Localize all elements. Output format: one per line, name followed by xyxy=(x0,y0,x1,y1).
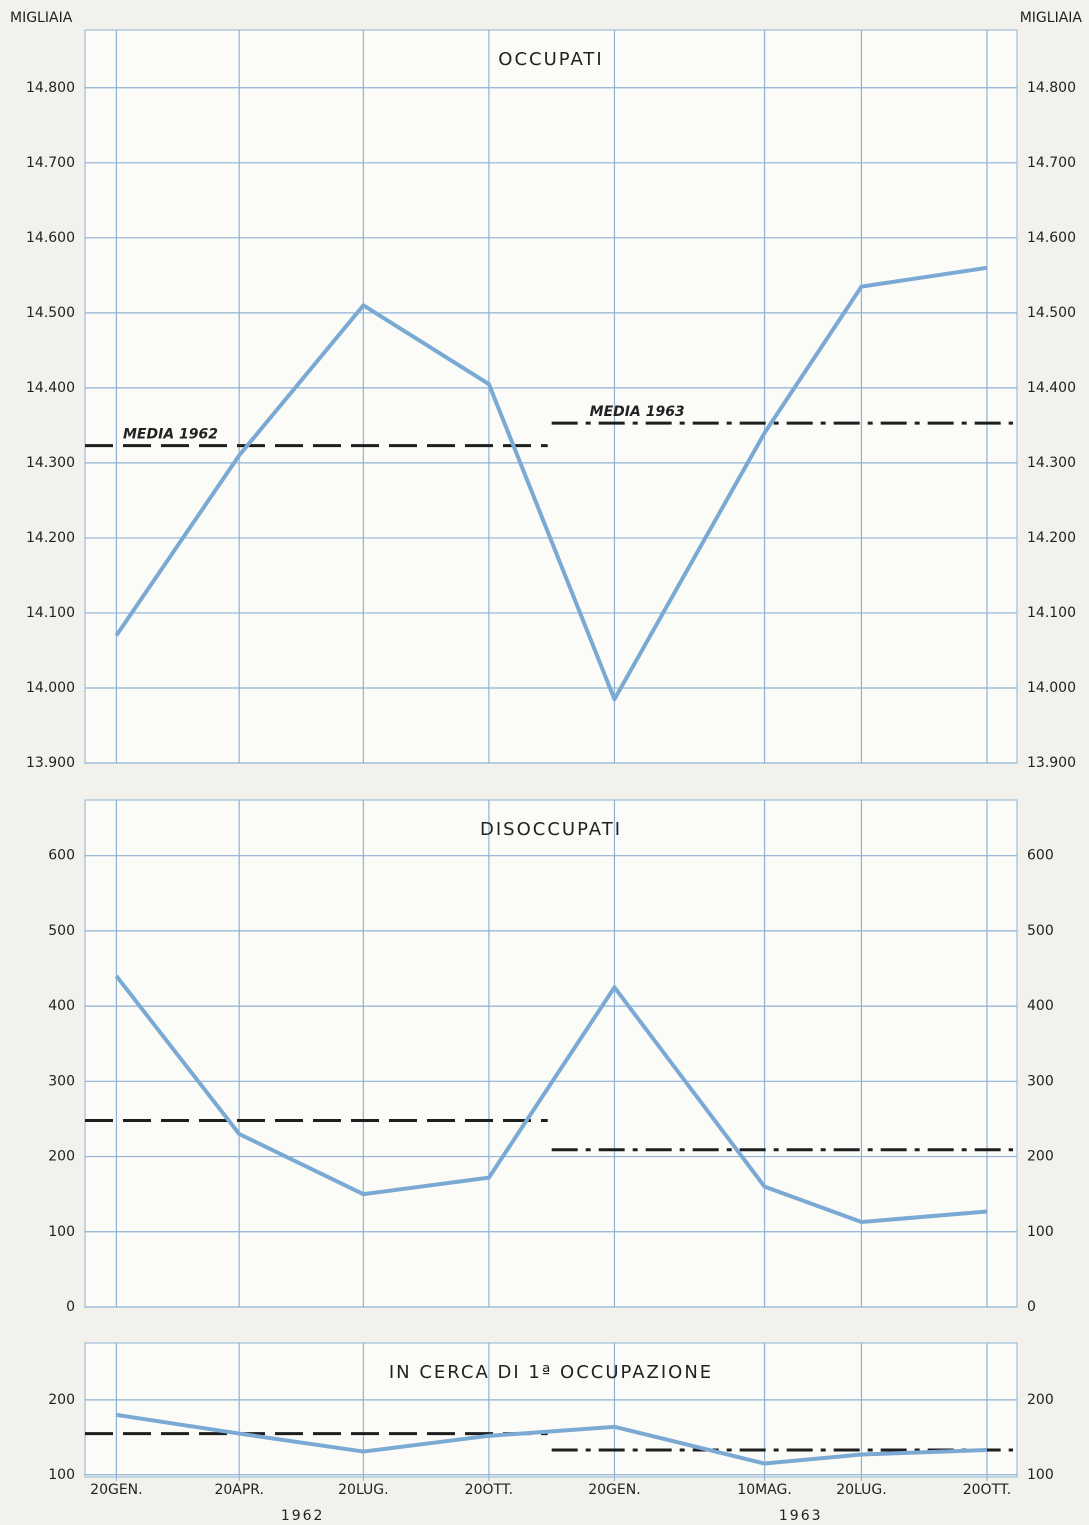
y-tick-label-right: 600 xyxy=(1027,848,1054,864)
x-tick-label: 20LUG. xyxy=(338,1482,388,1498)
y-tick-label: 14.800 xyxy=(26,80,75,96)
chart-title: DISOCCUPATI xyxy=(480,819,622,840)
y-tick-label: 200 xyxy=(48,1392,75,1408)
y-tick-label-right: 0 xyxy=(1027,1299,1036,1315)
chart-title: IN CERCA DI 1ª OCCUPAZIONE xyxy=(389,1362,713,1383)
y-tick-label-right: 100 xyxy=(1027,1467,1054,1483)
y-tick-label-right: 400 xyxy=(1027,998,1054,1014)
y-tick-label: 14.600 xyxy=(26,230,75,246)
x-tick-label: 20APR. xyxy=(214,1482,264,1498)
data-line xyxy=(116,1412,988,1466)
y-tick-label: 14.300 xyxy=(26,455,75,471)
y-tick-label-right: 14.800 xyxy=(1027,80,1076,96)
y-tick-label-right: 500 xyxy=(1027,923,1054,939)
y-tick-label-right: 100 xyxy=(1027,1224,1054,1240)
y-tick-label: 14.500 xyxy=(26,305,75,321)
y-tick-label-right: 13.900 xyxy=(1027,755,1076,771)
y-axis-label-right: MIGLIAIA xyxy=(1020,10,1083,26)
y-axis-label: MIGLIAIA xyxy=(10,10,73,26)
x-tick-label: 10MAG. xyxy=(737,1482,792,1498)
x-tick-label: 20GEN. xyxy=(588,1482,640,1498)
y-tick-label: 13.900 xyxy=(26,755,75,771)
y-tick-label-right: 14.700 xyxy=(1027,155,1076,171)
y-tick-label: 14.400 xyxy=(26,380,75,396)
x-group-label: 1963 xyxy=(779,1508,823,1524)
y-tick-label: 500 xyxy=(48,923,75,939)
y-tick-label-right: 14.400 xyxy=(1027,380,1076,396)
y-tick-label: 14.200 xyxy=(26,530,75,546)
y-tick-label-right: 200 xyxy=(1027,1392,1054,1408)
y-tick-label-right: 14.200 xyxy=(1027,530,1076,546)
y-tick-label: 0 xyxy=(66,1299,75,1315)
y-tick-label-right: 14.000 xyxy=(1027,680,1076,696)
y-tick-label: 400 xyxy=(48,998,75,1014)
x-group-label: 1962 xyxy=(281,1508,325,1524)
y-tick-label: 600 xyxy=(48,848,75,864)
y-tick-label-right: 200 xyxy=(1027,1149,1054,1165)
y-tick-label: 100 xyxy=(48,1224,75,1240)
data-line xyxy=(114,265,988,702)
y-tick-label: 200 xyxy=(48,1149,75,1165)
x-tick-label: 20LUG. xyxy=(836,1482,886,1498)
y-tick-label-right: 14.500 xyxy=(1027,305,1076,321)
y-tick-label: 14.000 xyxy=(26,680,75,696)
data-line xyxy=(114,974,988,1224)
x-tick-label: 20OTT. xyxy=(963,1482,1011,1498)
y-tick-label-right: 300 xyxy=(1027,1073,1054,1089)
plot-area xyxy=(84,29,1018,764)
reference-label: MEDIA 1963 xyxy=(590,404,685,420)
x-tick-label: 20OTT. xyxy=(465,1482,513,1498)
y-tick-label: 14.700 xyxy=(26,155,75,171)
y-tick-label-right: 14.600 xyxy=(1027,230,1076,246)
reference-label: MEDIA 1962 xyxy=(123,427,218,443)
x-tick-label: 20GEN. xyxy=(90,1482,142,1498)
y-tick-label-right: 14.100 xyxy=(1027,605,1076,621)
y-tick-label: 14.100 xyxy=(26,605,75,621)
chart-title: OCCUPATI xyxy=(498,49,603,70)
y-tick-label: 100 xyxy=(48,1467,75,1483)
y-tick-label-right: 14.300 xyxy=(1027,455,1076,471)
plot-area xyxy=(84,799,1018,1308)
y-tick-label: 300 xyxy=(48,1073,75,1089)
